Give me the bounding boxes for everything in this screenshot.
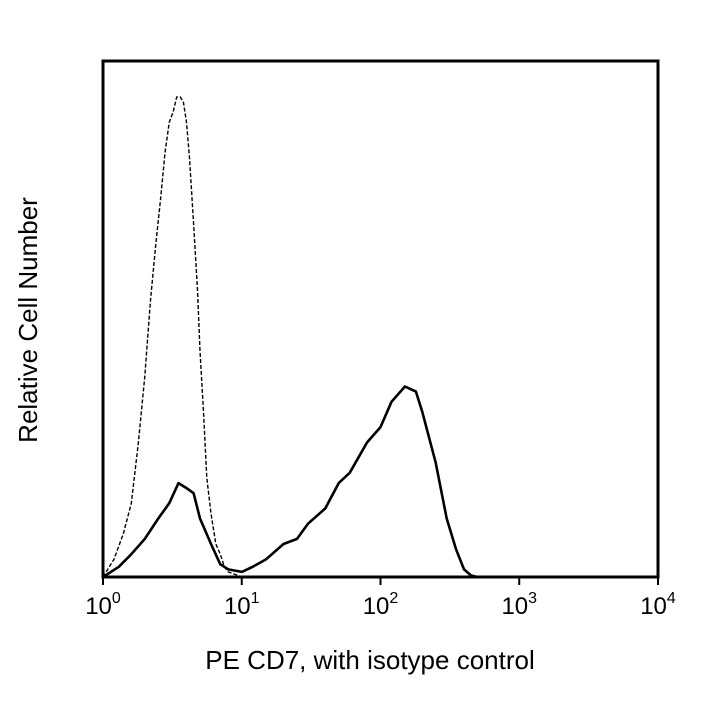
x-axis-tick-labels: 100 101 102 103 104 <box>85 590 676 620</box>
x-axis-ticks <box>102 577 659 585</box>
y-axis-label: Relative Cell Number <box>13 197 43 443</box>
x-tick-label: 100 <box>85 590 121 620</box>
isotype-control-series-line <box>102 96 243 578</box>
x-tick-label: 101 <box>224 590 260 620</box>
pe-cd7-series-line <box>102 385 478 579</box>
x-tick-label: 102 <box>363 590 399 620</box>
plot-frame <box>101 59 660 579</box>
x-tick-label: 104 <box>640 590 676 620</box>
x-tick-label: 103 <box>501 590 537 620</box>
x-axis-label: PE CD7, with isotype control <box>205 645 534 675</box>
series-layer <box>102 96 478 579</box>
